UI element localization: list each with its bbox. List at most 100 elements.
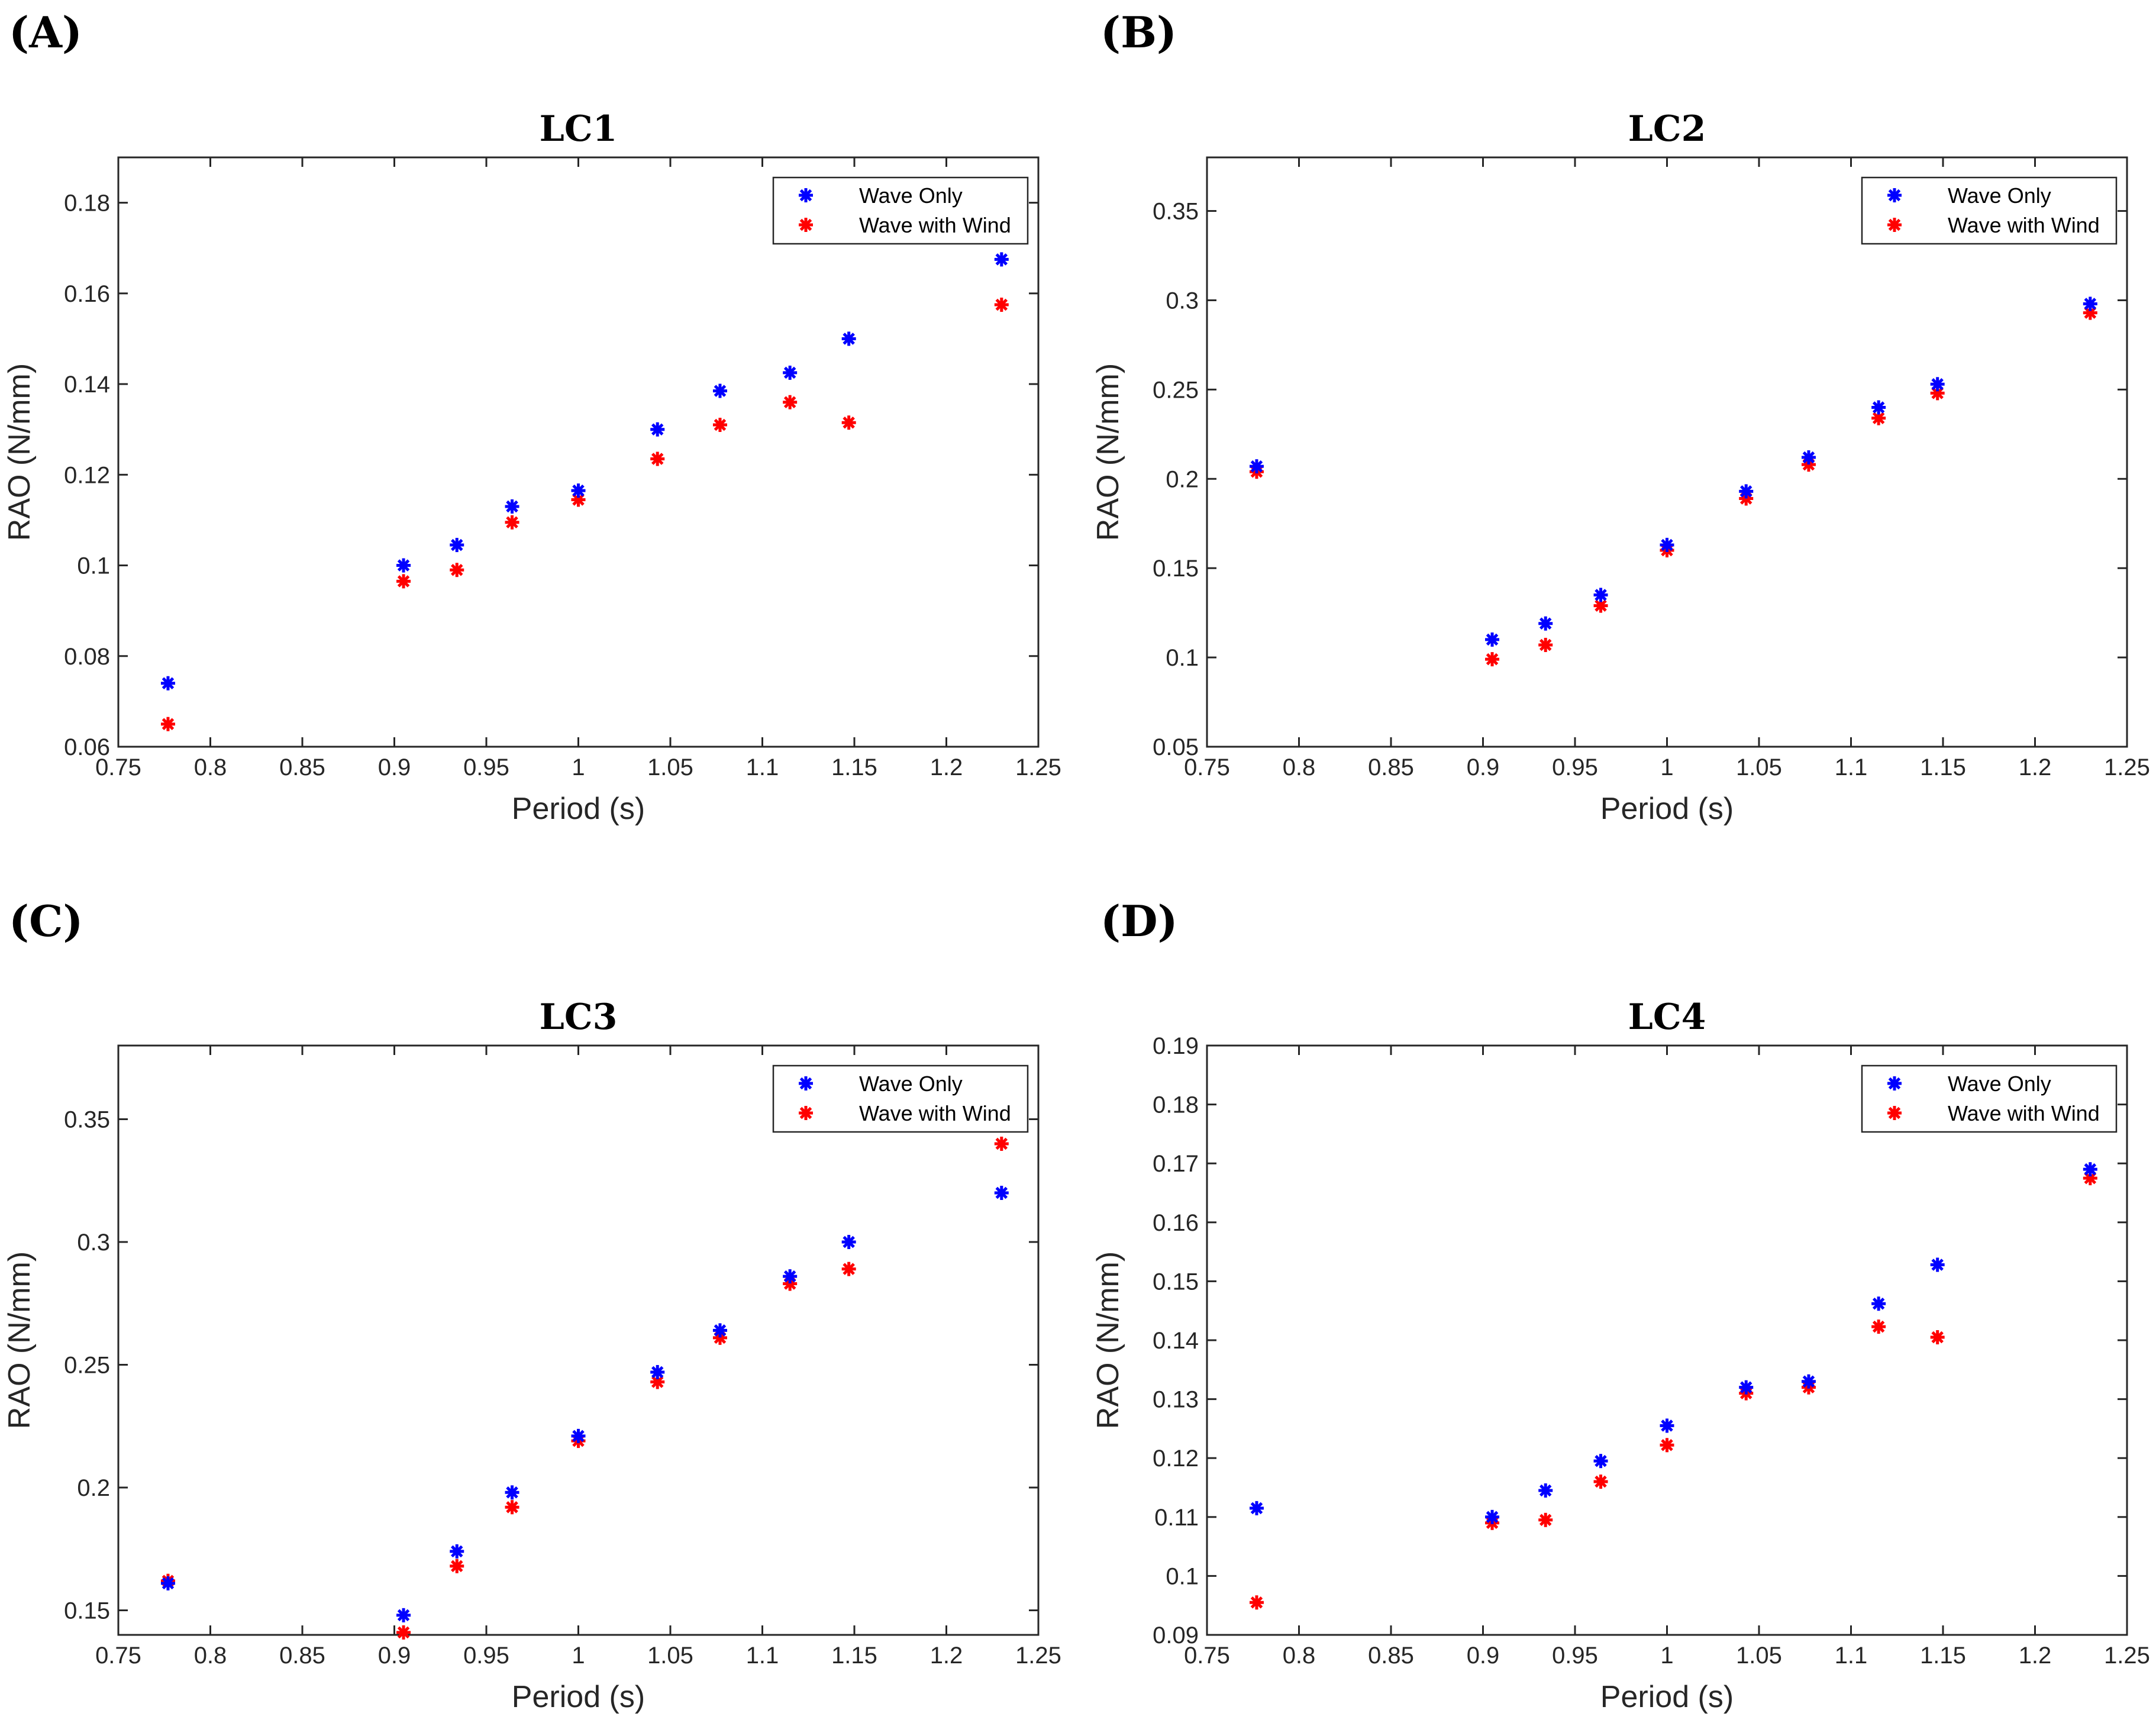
x-tick-label: 1.05 <box>1736 754 1782 780</box>
wave-only-point <box>650 422 665 437</box>
chart-title: LC1 <box>540 108 618 150</box>
wave-only-point <box>160 676 175 691</box>
legend-label: Wave Only <box>1948 183 2051 208</box>
wave-with-wind-point <box>841 415 856 430</box>
wave-only-point <box>650 1364 665 1379</box>
x-tick-label: 1.25 <box>1015 754 1061 780</box>
chart-panel-3: (C) LC3 0.75 0.8 0.85 0.9 0.95 1 1.05 1.1 1.15 1.2 1… <box>2 896 1061 1714</box>
legend-marker-wave-only <box>1887 188 1902 202</box>
panel-letter: (C) <box>9 896 83 946</box>
x-tick-label: 0.9 <box>378 1643 411 1669</box>
chart-panel-1: (A) LC1 0.75 0.8 0.85 0.9 0.95 1 1.05 1.1 1.15 1.2 1… <box>2 7 1061 826</box>
y-tick-label: 0.12 <box>1153 1446 1199 1472</box>
y-axis-label: RAO (N/mm) <box>2 1251 37 1429</box>
wave-with-wind-point <box>1538 1512 1553 1527</box>
wave-only-point <box>1660 537 1674 552</box>
x-axis-label: Period (s) <box>512 1680 645 1714</box>
x-tick-label: 0.8 <box>1283 1643 1316 1669</box>
y-tick-label: 0.1 <box>77 553 110 579</box>
wave-with-wind-point <box>1485 652 1500 667</box>
wave-with-wind-point <box>1538 637 1553 652</box>
wave-only-point <box>1593 1454 1608 1469</box>
wave-only-point <box>450 538 464 553</box>
y-tick-label: 0.35 <box>64 1107 110 1133</box>
legend-label: Wave Only <box>1948 1072 2051 1096</box>
wave-with-wind-point <box>1593 1475 1608 1489</box>
legend-label: Wave with Wind <box>1948 213 2100 237</box>
wave-with-wind-point <box>712 418 727 433</box>
wave-with-wind-point <box>396 574 411 589</box>
wave-only-point <box>571 483 586 498</box>
legend-label: Wave with Wind <box>859 213 1011 237</box>
wave-only-point <box>1485 1509 1500 1524</box>
legend-label: Wave Only <box>859 183 963 208</box>
x-tick-label: 0.8 <box>194 1643 227 1669</box>
wave-with-wind-point <box>505 515 519 530</box>
x-tick-label: 0.85 <box>279 1643 325 1669</box>
wave-only-point <box>571 1428 586 1443</box>
y-tick-label: 0.25 <box>1153 377 1199 403</box>
wave-only-point <box>450 1544 464 1559</box>
y-tick-label: 0.35 <box>1153 199 1199 225</box>
x-tick-label: 0.75 <box>1184 1643 1230 1669</box>
wave-with-wind-point <box>1660 1438 1674 1453</box>
legend-box <box>772 1064 1029 1133</box>
y-tick-label: 0.12 <box>64 462 110 488</box>
wave-with-wind-point <box>1249 1595 1264 1610</box>
legend: Wave Only Wave with Wind <box>1861 1064 2118 1133</box>
legend-label: Wave Only <box>859 1072 963 1096</box>
y-tick-label: 0.16 <box>1153 1210 1199 1236</box>
legend-box <box>772 176 1029 245</box>
wave-with-wind-point <box>2083 305 2097 320</box>
y-tick-label: 0.3 <box>77 1230 110 1256</box>
y-tick-label: 0.16 <box>64 281 110 307</box>
panel-letter: (D) <box>1100 896 1178 946</box>
wave-only-point <box>1249 459 1264 474</box>
x-tick-label: 1.15 <box>831 1643 877 1669</box>
x-tick-label: 1 <box>1660 754 1673 780</box>
y-tick-label: 0.1 <box>1166 645 1199 671</box>
legend: Wave Only Wave with Wind <box>772 176 1029 245</box>
legend: Wave Only Wave with Wind <box>772 1064 1029 1133</box>
y-axis-label: RAO (N/mm) <box>1091 363 1125 541</box>
x-tick-label: 1 <box>572 1643 585 1669</box>
wave-only-point <box>505 499 519 514</box>
wave-only-point <box>841 331 856 346</box>
wave-with-wind-point <box>841 1262 856 1276</box>
wave-with-wind-point <box>994 1137 1009 1151</box>
chart-title: LC3 <box>540 996 618 1038</box>
chart-title: LC4 <box>1628 996 1706 1038</box>
panel-letter: (B) <box>1100 7 1177 57</box>
legend: Wave Only Wave with Wind <box>1861 176 2118 245</box>
x-tick-label: 1.25 <box>1015 1643 1061 1669</box>
x-tick-label: 1.15 <box>831 754 877 780</box>
x-tick-label: 1.1 <box>1835 754 1868 780</box>
y-axis-label: RAO (N/mm) <box>2 363 37 541</box>
y-tick-label: 0.11 <box>1154 1505 1199 1531</box>
x-tick-label: 1.2 <box>2019 1643 2052 1669</box>
plot-area <box>117 156 1040 748</box>
chart-title: LC2 <box>1628 108 1706 150</box>
x-tick-label: 1 <box>1660 1643 1673 1669</box>
y-tick-label: 0.05 <box>1153 734 1199 760</box>
x-tick-label: 1.15 <box>1920 1643 1966 1669</box>
wave-with-wind-point <box>1871 1319 1886 1334</box>
x-tick-label: 0.9 <box>1467 754 1500 780</box>
x-tick-label: 0.75 <box>95 1643 141 1669</box>
legend-label: Wave with Wind <box>859 1101 1011 1125</box>
wave-only-point <box>1930 1257 1945 1272</box>
y-axis-label: RAO (N/mm) <box>1091 1251 1125 1429</box>
y-tick-label: 0.18 <box>64 191 110 217</box>
x-tick-label: 1.1 <box>1835 1643 1868 1669</box>
x-tick-label: 1.05 <box>647 754 693 780</box>
wave-with-wind-point <box>160 717 175 731</box>
wave-only-point <box>994 1186 1009 1200</box>
wave-only-point <box>1538 1483 1553 1498</box>
y-tick-label: 0.2 <box>77 1475 110 1501</box>
legend-marker-wave-only <box>799 1076 813 1091</box>
wave-only-point <box>396 558 411 573</box>
x-tick-label: 0.9 <box>378 754 411 780</box>
y-tick-label: 0.17 <box>1153 1151 1199 1177</box>
y-tick-label: 0.08 <box>64 644 110 670</box>
legend-marker-wave-with-wind <box>1887 1106 1902 1120</box>
